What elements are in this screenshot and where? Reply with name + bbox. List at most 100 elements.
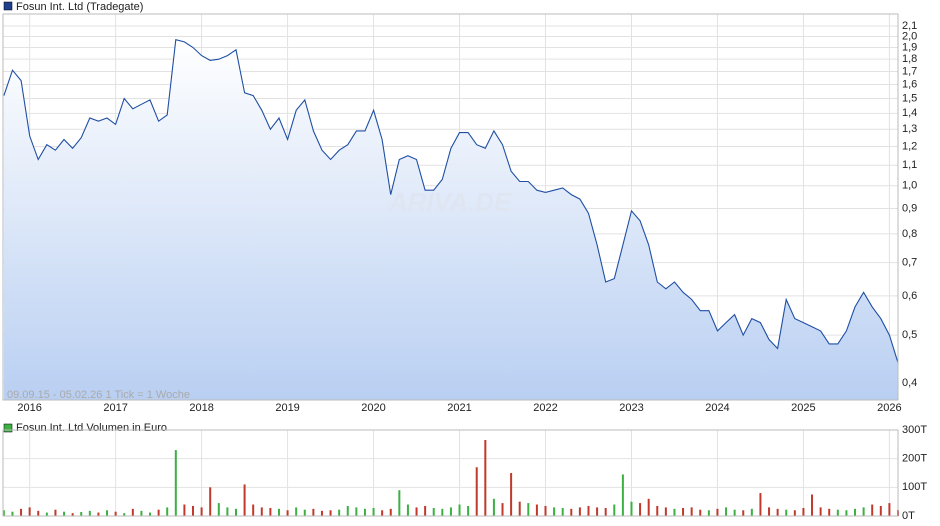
volume-bar: [811, 494, 814, 516]
volume-bar: [750, 508, 753, 516]
y-tick-label: 2,1: [902, 20, 917, 32]
volume-bar: [277, 508, 280, 516]
volume-bar: [45, 512, 48, 516]
x-tick-label: 2022: [533, 402, 557, 414]
volume-bar: [544, 505, 547, 516]
volume-bar: [854, 508, 857, 516]
volume-bar: [381, 510, 384, 516]
volume-bar: [200, 507, 203, 516]
volume-bar: [252, 504, 255, 516]
volume-bar: [320, 510, 323, 516]
volume-bar: [871, 504, 874, 516]
volume-bar: [157, 509, 160, 516]
volume-bar: [862, 507, 865, 516]
volume-bar: [312, 508, 315, 516]
area: [3, 39, 898, 400]
volume-bar: [621, 474, 624, 516]
volume-bar: [449, 507, 452, 516]
legend-label: Fosun Int. Ltd (Tradegate): [16, 1, 143, 13]
volume-bar: [406, 504, 409, 516]
plot-frame: [2, 13, 899, 401]
volume-bar: [639, 503, 642, 516]
y-tick-label: 100T: [902, 481, 927, 493]
volume-bar: [475, 467, 478, 516]
volume-bar: [458, 504, 461, 516]
volume-bar: [363, 508, 366, 516]
volume-bar: [604, 507, 607, 516]
volume-bar: [527, 503, 530, 516]
y-tick-label: 1,9: [902, 41, 917, 53]
volume-bar: [836, 509, 839, 516]
volume-bar: [570, 508, 573, 516]
y-tick-label: 1,1: [902, 159, 917, 171]
y-tick-label: 1,6: [902, 78, 917, 90]
volume-bar: [260, 507, 263, 516]
volume-bar: [346, 505, 349, 516]
volume-bar: [424, 505, 427, 516]
volume-bar: [389, 508, 392, 516]
volume-bar: [484, 440, 487, 516]
y-tick-label: 1,4: [902, 107, 917, 119]
y-tick-label: 1,7: [902, 65, 917, 77]
volume-bar: [776, 508, 779, 516]
volume-bar: [707, 510, 710, 516]
volume-bar: [2, 510, 5, 516]
volume-bar: [11, 511, 14, 516]
x-tick-label: 2017: [103, 402, 127, 414]
x-tick-label: 2026: [877, 402, 901, 414]
volume-bar: [217, 503, 220, 516]
y-tick-label: 0,4: [902, 377, 917, 389]
volume-bar: [561, 507, 564, 516]
volume-bar: [879, 505, 882, 516]
y-tick-label: 300T: [902, 424, 927, 436]
volume-bar: [759, 493, 762, 516]
volume-bar: [793, 510, 796, 516]
volume-bar: [664, 507, 667, 516]
volume-bar: [467, 505, 470, 516]
volume-bar: [123, 513, 126, 516]
volume-bar: [209, 487, 212, 516]
y-tick-label: 0,9: [902, 202, 917, 214]
volume-bar: [140, 510, 143, 516]
watermark: ARIVA.DE: [388, 187, 512, 217]
volume-bar: [733, 509, 736, 516]
volume-bar: [329, 510, 332, 516]
volume-bar: [355, 507, 358, 516]
legend-swatch: [3, 423, 13, 433]
volume-bar: [682, 507, 685, 516]
volume-bar: [28, 507, 31, 516]
y-tick-label: 0,6: [902, 290, 917, 302]
volume-bar: [819, 507, 822, 516]
plot-frame: [2, 429, 899, 517]
volume-bar: [613, 504, 616, 516]
volume-bar: [673, 508, 676, 516]
volume-bar: [596, 507, 599, 516]
volume-bar: [97, 512, 100, 516]
legend-label: Fosun Int. Ltd Volumen in Euro: [16, 422, 167, 434]
volume-bar: [768, 507, 771, 516]
volume-bar: [149, 512, 152, 516]
volume-bar: [88, 510, 91, 516]
plot-layer: 2016 2017 2018 2019 2020 2021 2022 2023 2024 2025…: [2, 14, 927, 522]
y-tick-label: 0T: [902, 510, 915, 522]
x-tick-label: 2016: [17, 402, 41, 414]
volume-bar: [269, 507, 272, 516]
volume-bar: [54, 509, 57, 516]
volume-bar: [234, 508, 237, 516]
volume-bar: [716, 508, 719, 516]
volume-bar: [415, 507, 418, 516]
volume-bar: [742, 510, 745, 516]
volume-bar: [286, 510, 289, 516]
volume-bar: [131, 508, 134, 516]
y-tick-label: 1,8: [902, 53, 917, 65]
volume-bar: [535, 504, 538, 516]
range-note: 09.09.15 - 05.02.26 1 Tick = 1 Woche: [7, 389, 190, 401]
volume-bar: [828, 508, 831, 516]
y-tick-label: 0,5: [902, 329, 917, 341]
x-tick-label: 2025: [791, 402, 815, 414]
volume-bar: [578, 507, 581, 516]
volume-bar: [785, 509, 788, 516]
x-tick-label: 2023: [619, 402, 643, 414]
x-tick-label: 2020: [361, 402, 385, 414]
volume-bar: [338, 509, 341, 516]
